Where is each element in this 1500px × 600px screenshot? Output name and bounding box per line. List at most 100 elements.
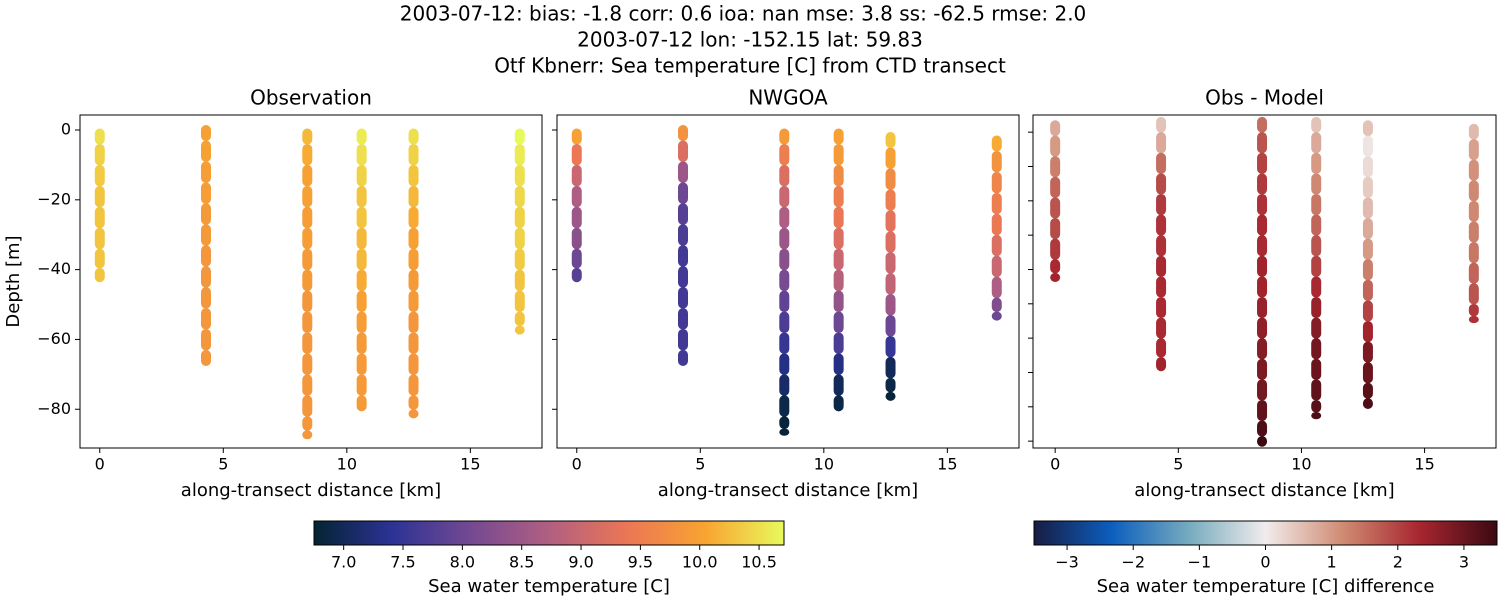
point [1156, 193, 1167, 216]
point [571, 227, 582, 250]
point [678, 224, 688, 246]
point [991, 234, 1002, 257]
point [1468, 303, 1479, 317]
point [1311, 399, 1322, 413]
point [408, 374, 419, 396]
x-tick-label: 0 [1050, 455, 1060, 474]
point [356, 185, 367, 208]
point [94, 128, 105, 145]
point [1257, 214, 1268, 236]
point [571, 267, 582, 283]
point [1050, 272, 1061, 282]
point [833, 143, 844, 166]
point [1362, 238, 1373, 260]
point [1468, 315, 1479, 324]
point [408, 248, 419, 271]
point [1311, 411, 1322, 420]
point [302, 353, 313, 375]
colorbar-label: Sea water temperature [C] [428, 576, 670, 597]
point [678, 245, 688, 267]
point [356, 374, 367, 396]
point [356, 311, 367, 334]
point [779, 164, 790, 187]
point [356, 353, 367, 375]
plot-frame [1032, 114, 1497, 449]
point [1050, 176, 1061, 198]
point [833, 185, 844, 208]
point [1362, 398, 1373, 409]
point [1257, 296, 1268, 319]
point [833, 395, 844, 412]
point [302, 227, 313, 250]
point [571, 185, 582, 208]
point [833, 227, 844, 250]
point [408, 269, 419, 292]
point [1311, 338, 1322, 360]
point [885, 252, 896, 274]
point [302, 290, 313, 313]
point [408, 227, 419, 250]
point [94, 143, 105, 166]
x-tick-label: 15 [937, 455, 957, 474]
point [408, 409, 419, 419]
x-tick-label: 10 [337, 455, 357, 474]
point [408, 128, 419, 145]
point [779, 143, 790, 166]
point [991, 171, 1002, 194]
point [201, 182, 211, 204]
point [833, 206, 844, 229]
x-tick-label: 10 [1291, 455, 1311, 474]
point [408, 206, 419, 229]
point [1362, 279, 1373, 301]
point [885, 131, 896, 149]
point [408, 353, 419, 375]
point [1362, 217, 1373, 240]
point [571, 164, 582, 187]
point [1156, 338, 1167, 358]
point [885, 147, 896, 170]
point [991, 150, 1002, 173]
point [678, 203, 688, 225]
point [1257, 399, 1268, 422]
point [1156, 357, 1167, 372]
colorbar-tick-label: 0 [1260, 553, 1270, 572]
point [1311, 296, 1322, 319]
point [201, 308, 211, 330]
point [1257, 420, 1268, 437]
point [302, 269, 313, 292]
point [885, 231, 896, 253]
point [779, 416, 790, 430]
point [201, 140, 211, 163]
point [1468, 242, 1479, 264]
point [833, 128, 844, 145]
colorbar-tick-label: 9.5 [628, 553, 653, 572]
point [885, 391, 896, 401]
x-tick-label: 15 [1414, 455, 1434, 474]
cast-points [1050, 116, 1479, 447]
title-line: Otf Kbnerr: Sea temperature [C] from CTD… [494, 54, 1006, 78]
colorbar-tick-label: 8.0 [450, 553, 475, 572]
point [302, 416, 313, 431]
point [885, 168, 896, 190]
point [1311, 214, 1322, 236]
point [514, 206, 525, 229]
point [1257, 116, 1268, 133]
point [678, 182, 688, 204]
point [885, 356, 896, 379]
point [1156, 317, 1167, 339]
colorbar [1033, 520, 1498, 546]
point [408, 395, 419, 410]
point [1156, 173, 1167, 195]
x-tick-label: 15 [460, 455, 480, 474]
x-axis-label: along-transect distance [km] [181, 480, 441, 501]
point [514, 290, 525, 313]
colorbar-tick-label: 7.0 [331, 553, 356, 572]
point [201, 203, 211, 225]
point [885, 210, 896, 232]
point [779, 332, 790, 355]
point [779, 185, 790, 208]
point [1311, 193, 1322, 216]
point [678, 140, 688, 163]
point [1156, 152, 1167, 174]
